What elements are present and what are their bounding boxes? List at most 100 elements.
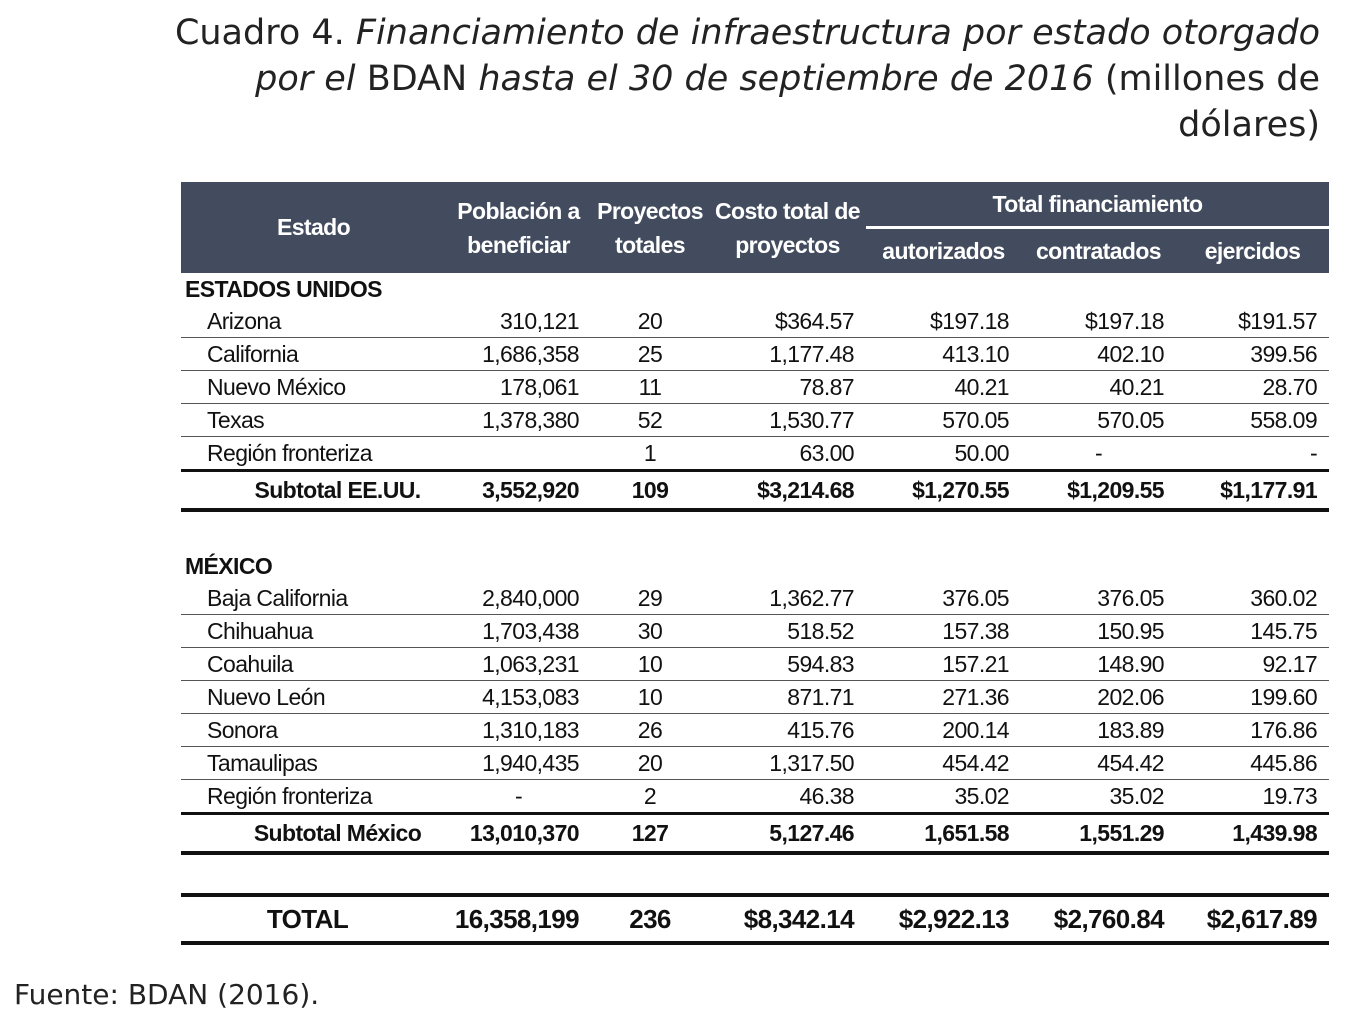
cell-ejercidos: $191.57 [1176,305,1330,338]
header-proyectos: Proyectos totales [591,182,709,273]
cell-proyectos: 26 [591,713,709,747]
cell-estado: California [181,337,446,371]
table-header: Estado Población a beneficiar Proyectos … [181,182,1330,273]
table-row: Nuevo México 178,061 11 78.87 40.21 40.2… [181,370,1330,404]
cell-poblacion: 1,310,183 [446,713,591,747]
header-proyectos-line1: Proyectos [597,197,703,224]
cell-costo: 1,362.77 [709,582,866,615]
cell-proyectos: 20 [591,305,709,338]
cell-costo: 518.52 [709,614,866,648]
cell-estado: Nuevo León [181,680,446,714]
cell-proyectos: 10 [591,647,709,681]
cell-ejercidos: 558.09 [1176,403,1330,437]
table-row: Baja California 2,840,000 29 1,362.77 37… [181,582,1330,615]
cell-poblacion [446,436,591,472]
cell-poblacion: 2,840,000 [446,582,591,615]
cell-proyectos: 2 [591,779,709,815]
cell-contratados: 183.89 [1021,713,1176,747]
cell-costo: 78.87 [709,370,866,404]
header-costo-line2: proyectos [735,231,840,258]
subtotal-proyectos: 109 [591,470,709,512]
cell-autorizados: 271.36 [866,680,1021,714]
cell-estado: Chihuahua [181,614,446,648]
header-proyectos-line2: totales [615,231,686,258]
cell-estado: Coahuila [181,647,446,681]
source-prefix: Fuente: [14,978,119,1011]
source-acronym: BDAN [127,978,209,1011]
cell-proyectos: 29 [591,582,709,615]
cell-proyectos: 52 [591,403,709,437]
cell-ejercidos: 19.73 [1176,779,1330,815]
subtotal-label: Subtotal EE.UU. [181,470,446,512]
cell-ejercidos: 176.86 [1176,713,1330,747]
total-autorizados: $2,922.13 [866,895,1021,945]
cell-estado: Tamaulipas [181,746,446,780]
cell-autorizados: 376.05 [866,582,1021,615]
cell-estado: Baja California [181,582,446,615]
total-proyectos: 236 [591,895,709,945]
cell-proyectos: 1 [591,436,709,472]
financing-table: Estado Población a beneficiar Proyectos … [181,182,1330,945]
cell-contratados: 454.42 [1021,746,1176,780]
cell-poblacion: 1,063,231 [446,647,591,681]
subtotal-autorizados: 1,651.58 [866,813,1021,855]
total-label: TOTAL [181,895,446,945]
table-row: Coahuila 1,063,231 10 594.83 157.21 148.… [181,647,1330,681]
cell-poblacion: 310,121 [446,305,591,338]
table-title: Cuadro 4. Financiamiento de infraestruct… [150,10,1320,148]
cell-ejercidos: 92.17 [1176,647,1330,681]
total-row: TOTAL 16,358,199 236 $8,342.14 $2,922.13… [181,895,1330,945]
cell-costo: 415.76 [709,713,866,747]
subtotal-costo: 5,127.46 [709,813,866,855]
cell-estado: Región fronteriza [181,436,446,472]
cell-autorizados: 454.42 [866,746,1021,780]
title-units: (millones de dólares) [1104,59,1320,145]
table-row: Tamaulipas 1,940,435 20 1,317.50 454.42 … [181,746,1330,780]
cell-poblacion: 1,378,380 [446,403,591,437]
header-poblacion-line1: Población a [457,197,580,224]
header-estado: Estado [181,182,446,273]
cell-ejercidos: 199.60 [1176,680,1330,714]
source-note: Fuente: BDAN (2016). [14,978,319,1011]
header-costo-line1: Costo total de [715,197,861,224]
total-contratados: $2,760.84 [1021,895,1176,945]
subtotal-ejercidos: $1,177.91 [1176,470,1330,512]
cell-costo: 1,530.77 [709,403,866,437]
cell-contratados: $197.18 [1021,305,1176,338]
cell-costo: 63.00 [709,436,866,472]
cell-costo: 871.71 [709,680,866,714]
cell-poblacion: 4,153,083 [446,680,591,714]
header-poblacion-line2: beneficiar [467,231,570,258]
title-line-2: por el BDAN hasta el 30 de septiembre de… [150,56,1320,148]
cell-costo: 1,177.48 [709,337,866,371]
cell-autorizados: 157.21 [866,647,1021,681]
table-row: Texas 1,378,380 52 1,530.77 570.05 570.0… [181,403,1330,437]
source-year: (2016). [217,978,320,1011]
cell-proyectos: 10 [591,680,709,714]
subtotal-poblacion: 3,552,920 [446,470,591,512]
cell-poblacion: 1,703,438 [446,614,591,648]
header-costo: Costo total de proyectos [709,182,866,273]
table-row: Nuevo León 4,153,083 10 871.71 271.36 20… [181,680,1330,714]
cell-autorizados: 570.05 [866,403,1021,437]
cell-autorizados: 157.38 [866,614,1021,648]
title-acronym: BDAN [366,59,468,99]
subtotal-contratados: 1,551.29 [1021,813,1176,855]
table-row: Región fronteriza 1 63.00 50.00 - - [181,436,1330,472]
table-row: California 1,686,358 25 1,177.48 413.10 … [181,337,1330,371]
cell-ejercidos: 399.56 [1176,337,1330,371]
table-row: Chihuahua 1,703,438 30 518.52 157.38 150… [181,614,1330,648]
cell-proyectos: 20 [591,746,709,780]
total-poblacion: 16,358,199 [446,895,591,945]
cell-poblacion: - [446,779,591,815]
title-text-2b: hasta el 30 de septiembre de 2016 [478,59,1094,99]
cell-estado: Nuevo México [181,370,446,404]
cell-estado: Sonora [181,713,446,747]
title-line-1: Cuadro 4. Financiamiento de infraestruct… [150,10,1320,56]
total-ejercidos: $2,617.89 [1176,895,1330,945]
cell-autorizados: 40.21 [866,370,1021,404]
cell-autorizados: 50.00 [866,436,1021,472]
title-text-2a: por el [255,59,356,99]
cell-ejercidos: 360.02 [1176,582,1330,615]
subtotal-label: Subtotal México [181,813,446,855]
